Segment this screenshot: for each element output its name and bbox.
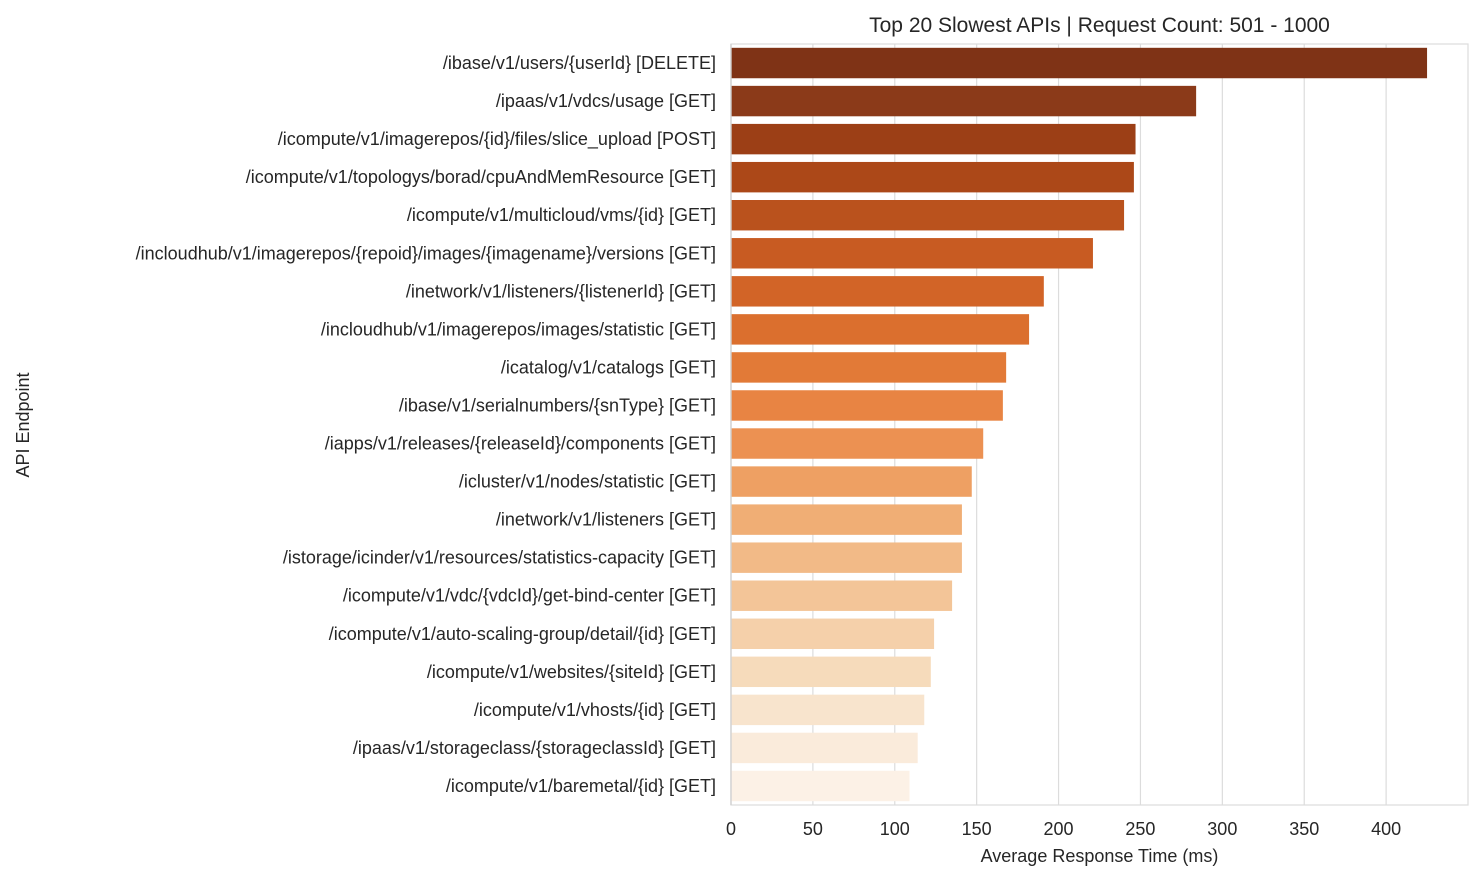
y-tick-label: /icompute/v1/vdc/{vdcId}/get-bind-center…	[343, 586, 716, 606]
x-tick-label: 50	[803, 819, 823, 839]
bar	[731, 276, 1044, 307]
x-tick-label: 200	[1044, 819, 1074, 839]
y-tick-labels: /ibase/v1/users/{userId} [DELETE] /ipaas/…	[136, 53, 716, 796]
bar	[731, 161, 1134, 193]
x-tick-label: 150	[962, 819, 992, 839]
y-tick-label: /ipaas/v1/vdcs/usage [GET]	[496, 91, 716, 111]
y-tick-label: /incloudhub/v1/imagerepos/images/statist…	[321, 319, 716, 339]
bar	[731, 732, 918, 764]
bar	[731, 580, 953, 611]
y-tick-label: /inetwork/v1/listeners/{listenerId} [GET…	[406, 281, 716, 301]
bar	[731, 694, 925, 726]
y-tick-label: /icompute/v1/auto-scaling-group/detail/{…	[329, 624, 716, 644]
bar	[731, 656, 931, 688]
bars	[731, 47, 1428, 802]
y-tick-label: /incloudhub/v1/imagerepos/{repoid}/image…	[136, 243, 716, 263]
bar	[731, 352, 1007, 383]
y-tick-label: /icompute/v1/topologys/borad/cpuAndMemRe…	[246, 167, 716, 187]
x-tick-label: 0	[726, 819, 736, 839]
y-tick-label: /ibase/v1/serialnumbers/{snType} [GET]	[399, 395, 716, 415]
x-tick-label: 350	[1289, 819, 1319, 839]
grid-lines	[730, 44, 1387, 805]
bar	[731, 504, 962, 535]
y-tick-label: /ibase/v1/users/{userId} [DELETE]	[443, 53, 716, 73]
plot-border	[730, 43, 1469, 806]
bar	[731, 618, 935, 649]
y-tick-label: /icompute/v1/imagerepos/{id}/files/slice…	[278, 129, 716, 150]
bar	[731, 123, 1136, 155]
x-tick-label: 250	[1125, 819, 1155, 839]
bar	[731, 390, 1003, 421]
bar	[731, 428, 984, 459]
y-tick-label: /istorage/icinder/v1/resources/statistic…	[283, 548, 716, 568]
x-tick-labels: 0 50 100 150 200 250 300 350 400	[726, 819, 1401, 839]
chart-title: Top 20 Slowest APIs | Request Count: 501…	[869, 14, 1330, 37]
y-tick-label: /icompute/v1/websites/{siteId} [GET]	[427, 662, 716, 682]
y-tick-label: /icompute/v1/multicloud/vms/{id} [GET]	[407, 205, 716, 225]
bar	[731, 466, 972, 497]
x-tick-label: 400	[1371, 819, 1401, 839]
bar	[731, 200, 1125, 231]
plot-frame	[730, 43, 1469, 806]
bar	[731, 238, 1093, 269]
bar	[731, 85, 1197, 117]
x-tick-label: 100	[880, 819, 910, 839]
y-tick-label: /icompute/v1/vhosts/{id} [GET]	[474, 700, 716, 720]
bar	[731, 542, 962, 573]
y-tick-label: /ipaas/v1/storageclass/{storageclassId} …	[353, 738, 716, 758]
y-tick-label: /icatalog/v1/catalogs [GET]	[501, 357, 716, 377]
y-tick-label: /iapps/v1/releases/{releaseId}/component…	[325, 434, 716, 454]
x-axis-label: Average Response Time (ms)	[981, 846, 1219, 866]
y-axis-label: API Endpoint	[13, 372, 33, 477]
bar	[731, 314, 1030, 345]
bar	[731, 47, 1428, 79]
bar	[731, 770, 910, 802]
x-tick-label: 300	[1207, 819, 1237, 839]
y-tick-label: /icompute/v1/baremetal/{id} [GET]	[446, 776, 716, 796]
y-tick-label: /icluster/v1/nodes/statistic [GET]	[459, 472, 716, 492]
y-tick-label: /inetwork/v1/listeners [GET]	[496, 510, 716, 530]
